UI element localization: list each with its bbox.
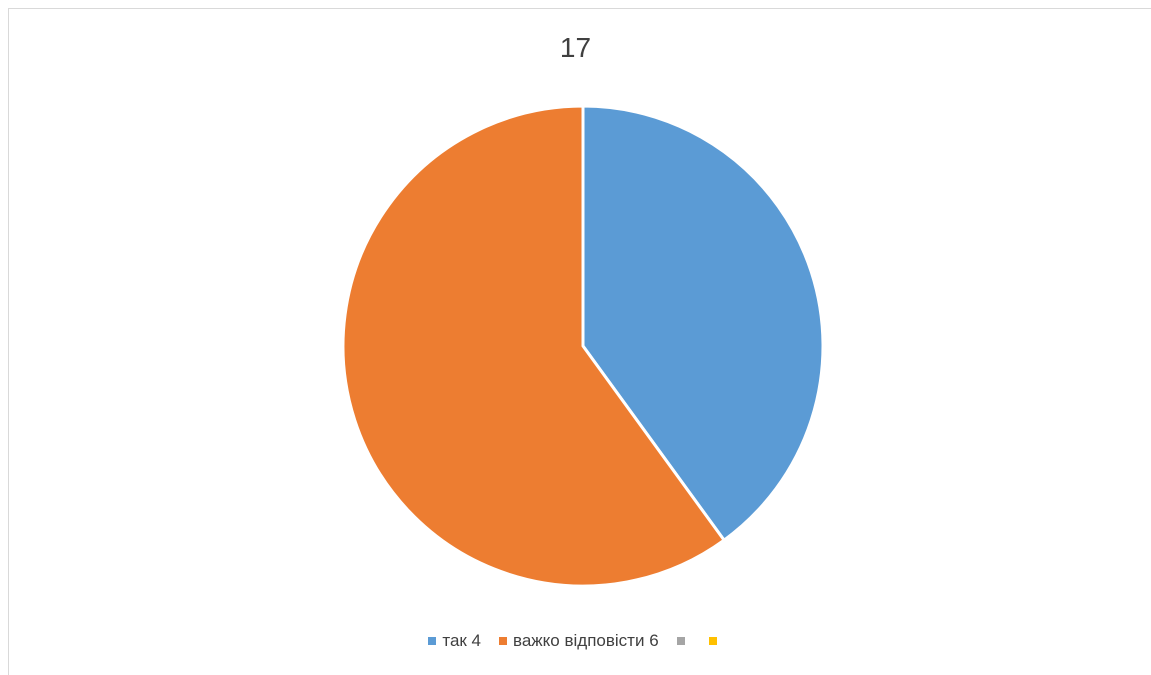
legend-label-0: так 4 bbox=[442, 631, 482, 650]
legend-item-0: так 4 bbox=[428, 630, 481, 652]
legend-swatch-1 bbox=[499, 637, 508, 645]
legend-swatch-2 bbox=[676, 637, 685, 645]
legend: так 4 важко відповісти 6 bbox=[0, 630, 1151, 652]
legend-label-1: важко відповісти 6 bbox=[513, 631, 659, 650]
pie-slice-1 bbox=[341, 104, 726, 588]
legend-item-3 bbox=[708, 630, 723, 652]
pie-slice-0 bbox=[581, 104, 825, 542]
legend-item-1: важко відповісти 6 bbox=[499, 630, 659, 652]
legend-swatch-0 bbox=[428, 637, 437, 645]
chart-title: 17 bbox=[559, 32, 592, 63]
legend-swatch-3 bbox=[708, 637, 717, 645]
legend-item-2 bbox=[676, 630, 691, 652]
